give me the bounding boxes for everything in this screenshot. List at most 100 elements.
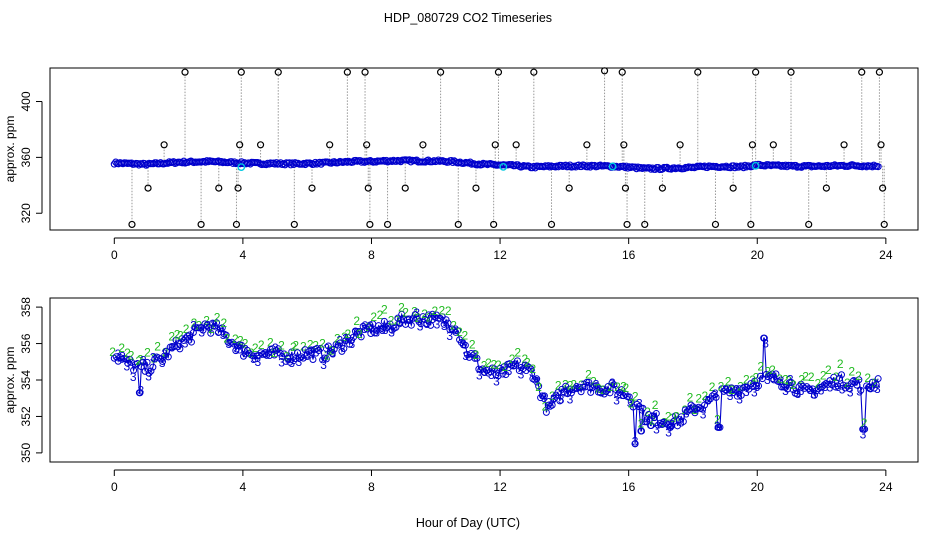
bottom-label-2: 2 xyxy=(521,352,528,366)
bottom-label-3: 3 xyxy=(348,337,355,351)
top-spike-point xyxy=(875,68,884,76)
bottom-label-3: 3 xyxy=(204,319,211,333)
top-highlight-point xyxy=(608,162,617,171)
top-spike-point xyxy=(858,68,866,76)
bottom-label-2: 2 xyxy=(661,415,668,429)
bottom-label-2: 2 xyxy=(514,346,521,360)
bottom-point-circle xyxy=(716,423,724,431)
bottom-label-3: 3 xyxy=(400,312,407,326)
bottom-label-3: 3 xyxy=(296,355,303,369)
bottom-point-circle xyxy=(494,372,502,380)
bottom-point-circle xyxy=(367,330,375,338)
top-spike-point xyxy=(840,141,848,149)
bottom-point-circle xyxy=(340,345,348,353)
bottom-label-2: 2 xyxy=(530,362,537,376)
bottom-point-circle xyxy=(187,338,195,346)
bottom-point-circle xyxy=(812,387,820,395)
bottom-point-circle xyxy=(257,349,265,357)
bottom-label-3: 3 xyxy=(636,397,643,411)
top-spike-point xyxy=(583,141,591,149)
bottom-label-2: 2 xyxy=(652,398,659,412)
bottom-label-3: 3 xyxy=(254,355,261,369)
bottom-label-3: 3 xyxy=(379,323,386,337)
bottom-label-2: 2 xyxy=(833,370,840,384)
bottom-point-circle xyxy=(598,385,606,393)
bottom-label-2: 2 xyxy=(438,304,445,318)
top-spike-point xyxy=(491,141,499,149)
bottom-label-2: 2 xyxy=(356,327,363,341)
bottom-label-2: 2 xyxy=(687,390,694,404)
bottom-point-circle xyxy=(683,408,691,416)
bottom-label-2: 2 xyxy=(135,354,142,368)
bottom-label-3: 3 xyxy=(856,384,863,398)
bottom-label-2: 2 xyxy=(402,306,409,320)
bottom-label-3: 3 xyxy=(743,385,750,399)
top-spike-point xyxy=(363,141,371,149)
bottom-point-circle xyxy=(479,365,487,373)
bottom-label-2: 2 xyxy=(481,359,488,373)
bottom-label-3: 3 xyxy=(860,428,867,442)
bottom-label-3: 3 xyxy=(266,348,273,362)
bottom-label-2: 2 xyxy=(377,308,384,322)
top-spike-point xyxy=(694,68,702,76)
bottom-label-2: 2 xyxy=(128,349,135,363)
top-spike-point xyxy=(748,141,757,149)
bottom-label-3: 3 xyxy=(762,337,769,351)
bottom-label-3: 3 xyxy=(278,356,285,370)
bottom-point-circle xyxy=(407,321,415,329)
bottom-label-2: 2 xyxy=(415,311,422,325)
bottom-point-circle xyxy=(728,384,736,392)
bottom-point-circle xyxy=(602,387,610,395)
top-spike-point xyxy=(822,184,830,192)
bottom-point-circle xyxy=(638,427,646,435)
top-x-tick-label: 4 xyxy=(240,248,247,262)
bottom-point-circle xyxy=(782,383,790,391)
bottom-point-circle xyxy=(861,425,869,433)
bottom-label-2: 2 xyxy=(808,370,815,384)
top-spike-point xyxy=(401,184,409,192)
bottom-label-2: 2 xyxy=(673,409,680,423)
bottom-point-circle xyxy=(755,382,763,390)
bottom-label-2: 2 xyxy=(864,371,871,385)
bottom-y-axis: 350 352 354 356 358 xyxy=(19,297,43,463)
bottom-label-2: 2 xyxy=(168,329,175,343)
bottom-point-circle xyxy=(392,323,400,331)
bottom-label-2: 2 xyxy=(782,372,789,386)
bottom-point-circle xyxy=(334,341,342,349)
bottom-label-3: 3 xyxy=(145,369,152,383)
bottom-point-circle xyxy=(145,369,153,377)
bottom-label-3: 3 xyxy=(159,356,166,370)
bottom-point-circle xyxy=(618,386,626,394)
bottom-point-circle xyxy=(427,321,435,329)
bottom-point-circle xyxy=(363,325,371,333)
bottom-label-3: 3 xyxy=(529,366,536,380)
bottom-y-tick-label: 354 xyxy=(19,370,33,390)
bottom-point-circle xyxy=(174,343,182,351)
top-x-tick-label: 24 xyxy=(879,248,893,262)
bottom-label-3: 3 xyxy=(573,381,580,395)
bottom-label-3: 3 xyxy=(850,374,857,388)
bottom-label-2: 2 xyxy=(490,358,497,372)
bottom-label-3: 3 xyxy=(130,370,137,384)
bottom-label-3: 3 xyxy=(452,323,459,337)
bottom-point-circle xyxy=(147,367,155,375)
top-spike-point xyxy=(618,68,626,76)
top-spike-point xyxy=(879,184,887,192)
bottom-label-3: 3 xyxy=(462,349,469,363)
bottom-label-2: 2 xyxy=(820,369,827,383)
bottom-point-circle xyxy=(652,409,660,417)
bottom-label-3: 3 xyxy=(242,343,249,357)
bottom-label-3: 3 xyxy=(236,343,243,357)
bottom-label-2: 2 xyxy=(718,379,725,393)
bottom-point-circle xyxy=(527,365,535,373)
top-x-tick-label: 8 xyxy=(368,248,375,262)
bottom-label-2: 2 xyxy=(620,379,627,393)
bottom-label-3: 3 xyxy=(511,358,518,372)
bottom-point-circle xyxy=(803,383,811,391)
bottom-label-3: 3 xyxy=(627,396,634,410)
bottom-point-circle xyxy=(820,381,828,389)
bottom-label-2: 2 xyxy=(790,378,797,392)
bottom-label-2: 2 xyxy=(567,379,574,393)
bottom-label-2: 2 xyxy=(398,300,405,314)
